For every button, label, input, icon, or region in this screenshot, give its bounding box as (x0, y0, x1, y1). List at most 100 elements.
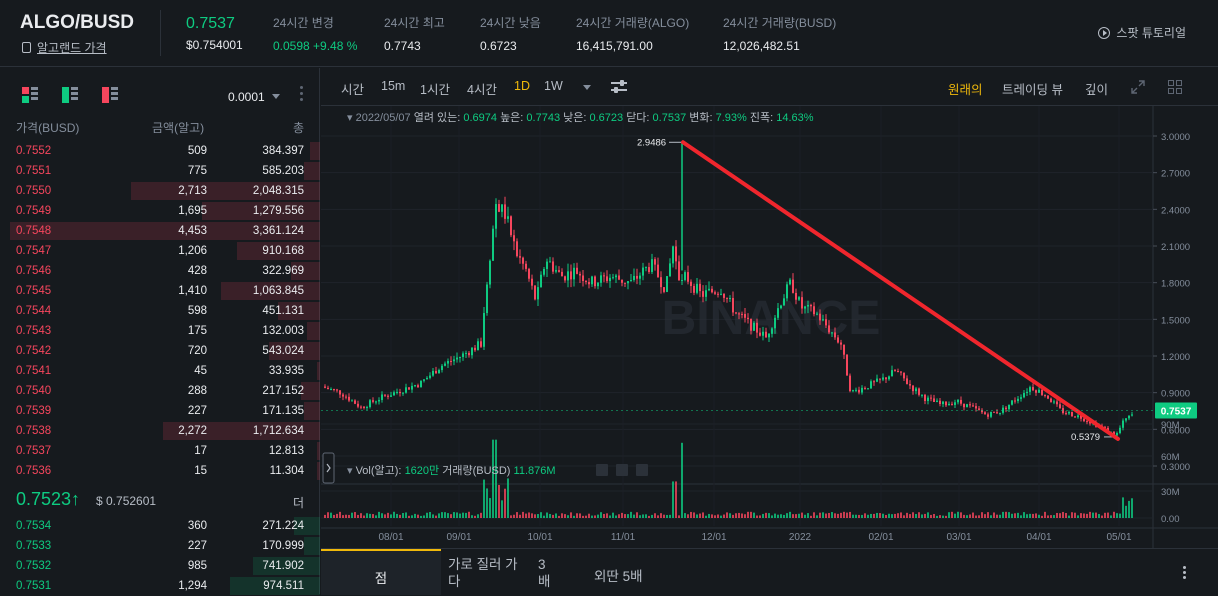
volume-bar (387, 512, 389, 518)
volume-bar (921, 514, 923, 518)
chevron-down-icon[interactable] (272, 94, 280, 99)
order-book-toolbar: 0.0001 (0, 68, 320, 114)
ask-row[interactable]: 0.7550 2,713 2,048.315 (0, 181, 320, 201)
tutorial-link[interactable]: 스팟 튜토리얼 (1098, 24, 1186, 41)
interval-tab-4[interactable]: 1D (514, 79, 530, 93)
ask-row[interactable]: 0.7539 227 171.135 (0, 401, 320, 421)
candle-body (891, 370, 893, 377)
candle-body (1047, 395, 1049, 399)
tab-cross[interactable]: 가로 질러 가다 (448, 557, 518, 589)
row-total: 543.024 (262, 345, 304, 357)
volume-bar (426, 512, 428, 518)
trendline-drawing[interactable] (681, 140, 1120, 441)
interval-tab-1[interactable]: 15m (381, 79, 406, 93)
price-chart[interactable]: 3.0000 2.7000 2.4000 2.1000 1.8000 1.5000 1.20… (321, 106, 1218, 548)
row-amount: 720 (187, 345, 207, 357)
ask-row[interactable]: 0.7548 4,453 3,361.124 (0, 221, 320, 241)
ask-row[interactable]: 0.7546 428 322.969 (0, 261, 320, 281)
ask-row[interactable]: 0.7545 1,410 1,063.845 (0, 281, 320, 301)
layout-grid-icon[interactable] (1168, 80, 1182, 94)
candle-body (924, 394, 926, 401)
volume-bar (549, 513, 551, 518)
row-amount: 1,294 (178, 580, 207, 592)
ask-row[interactable]: 0.7544 598 451.131 (0, 301, 320, 321)
coin-info-link[interactable]: 알고랜드 가격 (22, 39, 107, 56)
row-price: 0.7542 (16, 345, 52, 357)
candle-body (498, 204, 500, 212)
row-price: 0.7539 (16, 405, 52, 417)
more-link[interactable]: 더 (292, 496, 304, 510)
settings-sliders-icon[interactable] (611, 80, 627, 94)
ask-row[interactable]: 0.7551 775 585.203 (0, 161, 320, 181)
tab-isolated[interactable]: 외딴 5배 (594, 569, 643, 584)
ask-row[interactable]: 0.7542 720 543.024 (0, 341, 320, 361)
volume-settings-icon[interactable] (616, 464, 628, 476)
view-tab-1[interactable]: 트레이딩 뷰 (1002, 83, 1063, 97)
candle-body (1080, 415, 1082, 419)
ask-row[interactable]: 0.7537 17 12.813 (0, 441, 320, 461)
ask-row[interactable]: 0.7547 1,206 910.168 (0, 241, 320, 261)
view-tab-0[interactable]: 원래의 (948, 83, 983, 97)
volume-bar (534, 514, 536, 518)
row-price: 0.7545 (16, 285, 52, 297)
candle-body (762, 331, 764, 336)
volume-bar (660, 513, 662, 518)
volume-bar (498, 484, 500, 518)
bid-row[interactable]: 0.7533 227 170.999 (0, 536, 320, 556)
volume-eye-icon[interactable] (596, 464, 608, 476)
book-both-icon[interactable] (22, 87, 38, 103)
volume-bar (462, 512, 464, 518)
candle-body (426, 377, 428, 380)
candle-body (336, 389, 338, 391)
candle-body (519, 256, 521, 258)
sidebar-toggle[interactable] (322, 452, 335, 484)
more-vertical-icon[interactable] (300, 86, 303, 104)
volume-bar (681, 442, 683, 518)
ask-row[interactable]: 0.7540 288 217.152 (0, 381, 320, 401)
volume-bar (339, 511, 341, 518)
candle-body (576, 267, 578, 274)
tick-size-select[interactable]: 0.0001 (228, 90, 265, 104)
bid-row[interactable]: 0.7534 360 271.224 (0, 516, 320, 536)
col-price: 가격(BUSD) (16, 121, 80, 135)
volume-bar (993, 512, 995, 518)
tab-3x[interactable]: 3배 (538, 557, 551, 589)
book-asks-icon[interactable] (102, 87, 118, 103)
volume-close-icon[interactable] (636, 464, 648, 476)
candle-body (651, 259, 653, 272)
expand-icon[interactable] (1131, 80, 1145, 94)
interval-tab-5[interactable]: 1W (544, 79, 563, 93)
last-price: 0.7537 (186, 15, 235, 32)
volume-bar (1095, 512, 1097, 518)
candle-body (807, 304, 809, 307)
ask-row[interactable]: 0.7536 15 11.304 (0, 461, 320, 481)
interval-tab-0[interactable]: 시간 (341, 83, 365, 97)
candle-body (753, 322, 755, 331)
candle-body (1026, 391, 1028, 394)
interval-tab-2[interactable]: 1시간 (420, 83, 450, 97)
ask-row[interactable]: 0.7541 45 33.935 (0, 361, 320, 381)
candle-body (990, 411, 992, 417)
tab-spot[interactable]: 점 (321, 549, 441, 595)
interval-more-icon[interactable] (583, 85, 591, 90)
ask-row[interactable]: 0.7543 175 132.003 (0, 321, 320, 341)
interval-tab-3[interactable]: 4시간 (467, 83, 497, 97)
book-bids-icon[interactable] (62, 87, 78, 103)
candle-body (525, 263, 527, 269)
volume-bar (756, 515, 758, 518)
candle-body (777, 308, 779, 318)
ask-row[interactable]: 0.7552 509 384.397 (0, 141, 320, 161)
row-amount: 360 (187, 520, 207, 532)
ask-row[interactable]: 0.7538 2,272 1,712.634 (0, 421, 320, 441)
candle-body (774, 317, 776, 329)
volume-bar (849, 511, 851, 518)
more-vertical-icon[interactable] (1183, 566, 1186, 581)
bid-row[interactable]: 0.7532 985 741.902 (0, 556, 320, 576)
row-amount: 15 (194, 465, 207, 477)
row-total: 741.902 (262, 560, 304, 572)
view-tab-2[interactable]: 깊이 (1085, 83, 1109, 97)
bid-row[interactable]: 0.7531 1,294 974.511 (0, 576, 320, 596)
ask-row[interactable]: 0.7549 1,695 1,279.556 (0, 201, 320, 221)
market-header: ALGO/BUSD 알고랜드 가격 0.7537 $0.754001 24시간 … (0, 0, 1218, 67)
volume-bar (750, 511, 752, 518)
